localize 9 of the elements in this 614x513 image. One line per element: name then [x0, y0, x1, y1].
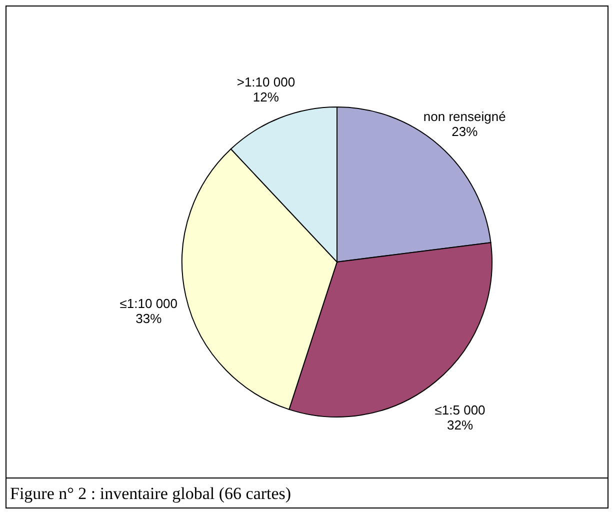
slice-label: >1:10 000: [236, 74, 296, 90]
data-label: 32%: [447, 418, 474, 433]
slice-label: non renseigné: [423, 109, 506, 124]
data-label: 33%: [136, 311, 162, 326]
data-label: 23%: [452, 124, 478, 140]
text: Figure n° 2 : inventaire global (66 cartes): [10, 484, 292, 503]
slice-label: ≤1:5 000: [434, 402, 486, 418]
slice-label: ≤1:10 000: [120, 296, 178, 312]
data-label: 12%: [252, 90, 280, 105]
